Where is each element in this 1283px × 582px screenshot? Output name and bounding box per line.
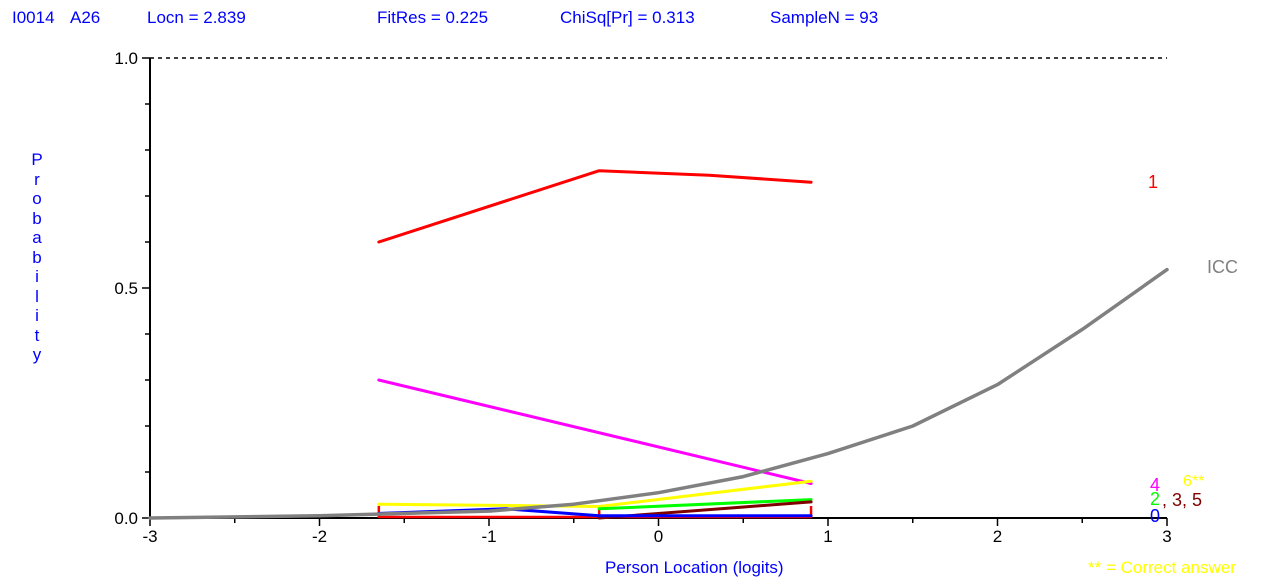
y-axis-label-letter: b: [32, 208, 42, 228]
series-line-icc: [148, 267, 1169, 520]
series-label-2: 2: [1150, 489, 1161, 509]
series-lines: [148, 169, 1169, 520]
y-tick-label: 0.5: [114, 279, 138, 298]
correct-answer-note: ** = Correct answer: [1088, 558, 1236, 577]
y-axis-label-letter: t: [34, 325, 40, 345]
y-axis-label-letter: i: [35, 267, 39, 286]
y-axis-label-letter: a: [32, 228, 42, 247]
x-tick-label: 2: [993, 527, 1002, 546]
x-tick-label: -1: [481, 527, 496, 546]
series-label-icc: ICC: [1207, 257, 1238, 277]
y-axis-label-letter: l: [35, 286, 39, 306]
x-tick-label: -2: [312, 527, 327, 546]
series-line-1: [377, 169, 813, 244]
series-line-4: [377, 378, 813, 485]
x-tick-label: -3: [142, 527, 157, 546]
series-label-4: 4: [1150, 475, 1161, 495]
x-axis-label: Person Location (logits): [605, 558, 784, 577]
x-tick-label: 0: [654, 527, 663, 546]
y-axis-label-letter: r: [34, 169, 40, 189]
y-axis-label-letter: o: [32, 189, 42, 208]
y-axis-label-letter: y: [32, 345, 42, 364]
axes: [149, 57, 1167, 519]
fit-residual-value: FitRes = 0.225: [377, 8, 489, 27]
sample-size-value: SampleN = 93: [770, 8, 879, 27]
chi-square-value: ChiSq[Pr] = 0.313: [560, 8, 695, 27]
item-id-label: I0014: [12, 8, 55, 27]
series-label-6: 6**: [1183, 473, 1205, 490]
series-label-3-5: , 3, 5: [1162, 490, 1203, 510]
series-line-2: [597, 498, 813, 511]
location-value: Locn = 2.839: [147, 8, 246, 27]
series-line-6: [377, 479, 813, 508]
series-label-0: 0: [1150, 506, 1161, 526]
y-tick-label: 1.0: [114, 49, 138, 68]
y-tick-label: 0.0: [114, 509, 138, 528]
tick-marks: 0.00.51.0-3 -2 -1 0 1 2 3: [114, 49, 1171, 546]
y-axis-label-letter: b: [32, 247, 42, 267]
y-axis-label-letter: P: [31, 150, 43, 169]
series-label-1: 1: [1148, 172, 1159, 192]
x-tick-label: 3: [1162, 527, 1171, 546]
item-name-label: A26: [70, 8, 101, 27]
x-tick-label: 1: [823, 527, 832, 546]
y-axis-label-letter: i: [35, 306, 39, 325]
